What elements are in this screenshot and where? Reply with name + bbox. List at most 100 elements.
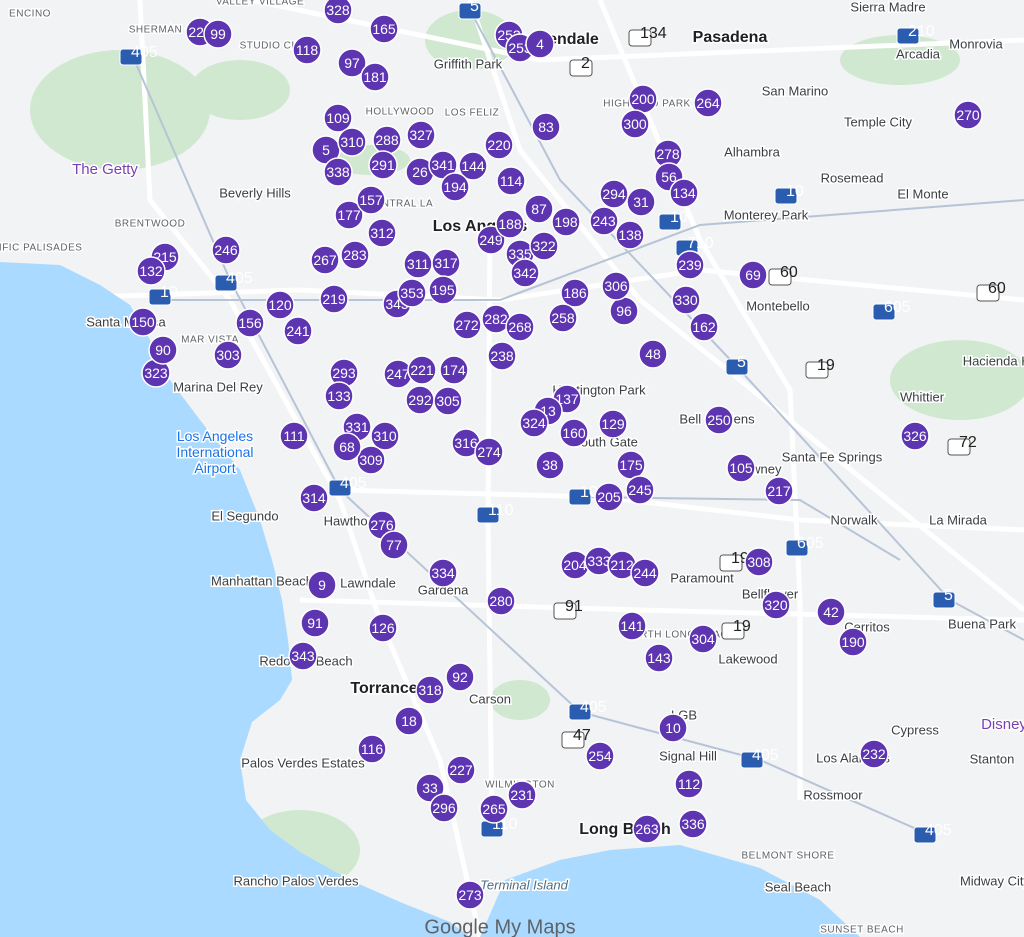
map-marker[interactable]: 308: [744, 547, 774, 577]
map-marker[interactable]: 268: [505, 312, 535, 342]
map-marker[interactable]: 162: [689, 312, 719, 342]
map-marker[interactable]: 42: [816, 597, 846, 627]
map-marker[interactable]: 190: [838, 627, 868, 657]
map-marker[interactable]: 336: [678, 809, 708, 839]
map-marker[interactable]: 99: [203, 19, 233, 49]
map-marker[interactable]: 33: [415, 773, 445, 803]
map-marker[interactable]: 118: [292, 35, 322, 65]
map-marker[interactable]: 92: [445, 662, 475, 692]
map-marker[interactable]: 116: [357, 734, 387, 764]
map-marker[interactable]: 305: [433, 386, 463, 416]
map-marker[interactable]: 270: [953, 100, 983, 130]
map-marker[interactable]: 333: [584, 546, 614, 576]
map-marker[interactable]: 322: [529, 231, 559, 261]
map-marker[interactable]: 314: [299, 483, 329, 513]
map-marker[interactable]: 105: [726, 453, 756, 483]
map-marker[interactable]: 278: [653, 139, 683, 169]
map-marker[interactable]: 97: [337, 48, 367, 78]
map-marker[interactable]: 310: [370, 421, 400, 451]
map-marker[interactable]: 138: [615, 220, 645, 250]
map-marker[interactable]: 111: [279, 421, 309, 451]
map-marker[interactable]: 258: [548, 303, 578, 333]
map-marker[interactable]: 112: [674, 769, 704, 799]
map-marker[interactable]: 292: [405, 385, 435, 415]
map-marker[interactable]: 300: [620, 109, 650, 139]
map-marker[interactable]: 280: [486, 586, 516, 616]
map-marker[interactable]: 311: [403, 249, 433, 279]
map-marker[interactable]: 114: [496, 166, 526, 196]
map-marker[interactable]: 143: [644, 643, 674, 673]
map-marker[interactable]: 221: [407, 355, 437, 385]
map-marker[interactable]: 265: [479, 794, 509, 824]
map-marker[interactable]: 69: [738, 260, 768, 290]
map-marker[interactable]: 274: [474, 437, 504, 467]
map-marker[interactable]: 267: [310, 245, 340, 275]
map-marker[interactable]: 309: [356, 445, 386, 475]
map-marker[interactable]: 238: [487, 341, 517, 371]
map-marker[interactable]: 186: [560, 278, 590, 308]
map-marker[interactable]: 129: [598, 409, 628, 439]
map-marker[interactable]: 288: [372, 125, 402, 155]
map-marker[interactable]: 232: [859, 739, 889, 769]
map-marker[interactable]: 175: [616, 450, 646, 480]
map-marker[interactable]: 245: [625, 475, 655, 505]
map-marker[interactable]: 247: [383, 359, 413, 389]
map-marker[interactable]: 48: [638, 339, 668, 369]
map-marker[interactable]: 90: [148, 335, 178, 365]
map-marker[interactable]: 91: [300, 608, 330, 638]
map-marker[interactable]: 317: [431, 248, 461, 278]
map-marker[interactable]: 109: [323, 103, 353, 133]
map-marker[interactable]: 205: [594, 482, 624, 512]
map-marker[interactable]: 227: [446, 755, 476, 785]
map-marker[interactable]: 249: [476, 225, 506, 255]
map-marker[interactable]: 219: [319, 284, 349, 314]
map-marker[interactable]: 303: [213, 340, 243, 370]
map-marker[interactable]: 306: [601, 271, 631, 301]
map-marker[interactable]: 31: [626, 187, 656, 217]
map-marker[interactable]: 291: [368, 150, 398, 180]
map-marker[interactable]: 126: [368, 613, 398, 643]
map-marker[interactable]: 318: [415, 675, 445, 705]
map-marker[interactable]: 243: [589, 206, 619, 236]
map-marker[interactable]: 200: [628, 84, 658, 114]
map-marker[interactable]: 10: [658, 713, 688, 743]
map-marker[interactable]: 38: [535, 450, 565, 480]
map-marker[interactable]: 150: [128, 307, 158, 337]
map-marker[interactable]: 144: [458, 151, 488, 181]
map-marker[interactable]: 231: [507, 780, 537, 810]
map-marker[interactable]: 96: [609, 296, 639, 326]
map-marker[interactable]: 204: [560, 550, 590, 580]
map-marker[interactable]: 188: [495, 209, 525, 239]
map-marker[interactable]: 342: [510, 258, 540, 288]
map-marker[interactable]: 263: [632, 814, 662, 844]
map-marker[interactable]: 294: [599, 179, 629, 209]
map-marker[interactable]: 328: [323, 0, 353, 25]
map-marker[interactable]: 87: [524, 194, 554, 224]
map-marker[interactable]: 83: [531, 112, 561, 142]
map-marker[interactable]: 353: [397, 278, 427, 308]
map-marker[interactable]: 132: [136, 256, 166, 286]
map-marker[interactable]: 334: [428, 558, 458, 588]
map-marker[interactable]: 120: [265, 290, 295, 320]
map-marker[interactable]: 293: [329, 358, 359, 388]
map-marker[interactable]: 283: [340, 240, 370, 270]
map-marker[interactable]: 174: [439, 355, 469, 385]
map-marker[interactable]: 157: [356, 185, 386, 215]
map-marker[interactable]: 320: [761, 590, 791, 620]
map-marker[interactable]: 4: [525, 29, 555, 59]
map-marker[interactable]: 327: [406, 120, 436, 150]
map-marker[interactable]: 250: [704, 405, 734, 435]
map-marker[interactable]: 273: [455, 880, 485, 910]
map-marker[interactable]: 282: [481, 304, 511, 334]
map-marker[interactable]: 198: [551, 207, 581, 237]
map-marker[interactable]: 312: [367, 218, 397, 248]
map-marker[interactable]: 330: [671, 285, 701, 315]
map-marker[interactable]: 141: [617, 611, 647, 641]
map-marker[interactable]: 77: [379, 530, 409, 560]
map-marker[interactable]: 195: [428, 275, 458, 305]
map-marker[interactable]: 177: [334, 200, 364, 230]
map-marker[interactable]: 68: [332, 432, 362, 462]
map-marker[interactable]: 272: [452, 310, 482, 340]
map-marker[interactable]: 134: [669, 178, 699, 208]
map-marker[interactable]: 133: [324, 381, 354, 411]
